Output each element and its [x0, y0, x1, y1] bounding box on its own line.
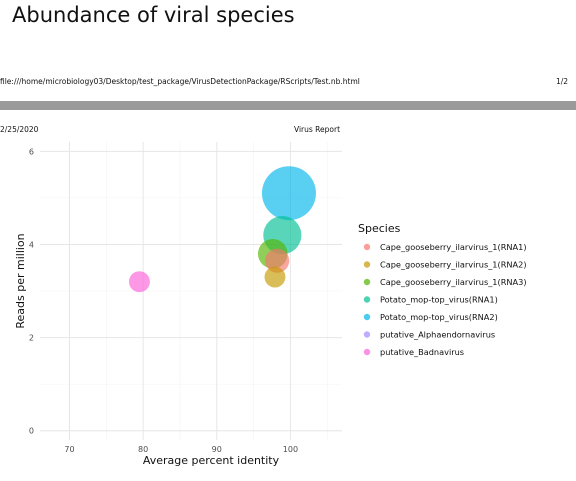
report-date: 2/25/2020 — [0, 125, 39, 134]
grid-lines — [40, 142, 342, 440]
page-title: Abundance of viral species — [12, 3, 295, 27]
report-name: Virus Report — [294, 125, 341, 134]
x-axis-label: Average percent identity — [143, 454, 280, 467]
legend-label: putative_Alphaendornavirus — [380, 330, 495, 340]
y-tick-label: 4 — [29, 240, 34, 249]
page-divider-bar — [0, 101, 576, 110]
y-tick-label: 6 — [29, 147, 34, 156]
legend-label: Potato_mop-top_virus(RNA1) — [380, 295, 498, 305]
legend-swatch — [363, 348, 371, 356]
legend-swatch — [363, 278, 371, 286]
data-point — [261, 166, 316, 221]
data-points — [128, 166, 316, 293]
data-point — [264, 266, 286, 288]
legend-title: Species — [358, 222, 401, 235]
legend: Species Cape_gooseberry_ilarvirus_1(RNA1)… — [358, 222, 527, 357]
x-tick-label: 100 — [283, 445, 298, 454]
x-tick-label: 70 — [64, 445, 74, 454]
y-tick-label: 2 — [29, 334, 34, 343]
legend-swatch — [363, 296, 371, 303]
file-path-header: file:///home/microbiology03/Desktop/test… — [0, 77, 360, 86]
data-point — [265, 248, 290, 273]
x-tick-label: 90 — [212, 445, 222, 454]
legend-label: putative_Badnavirus — [380, 347, 464, 357]
legend-swatch — [363, 261, 371, 268]
legend-label: Potato_mop-top_virus(RNA2) — [380, 312, 498, 322]
page-number: 1/2 — [556, 77, 569, 86]
y-axis-label: Reads per million — [14, 233, 27, 328]
legend-swatch — [363, 313, 371, 321]
x-tick-label: 80 — [138, 445, 148, 454]
data-point — [128, 271, 150, 293]
legend-label: Cape_gooseberry_ilarvirus_1(RNA2) — [380, 260, 527, 270]
axes: 70 80 90 100 0 2 4 6 Average percent identity Rea… — [14, 147, 298, 467]
legend-label: Cape_gooseberry_ilarvirus_1(RNA1) — [380, 242, 527, 252]
legend-swatch — [363, 331, 371, 338]
legend-swatch — [363, 243, 371, 251]
y-tick-label: 0 — [29, 427, 34, 436]
legend-label: Cape_gooseberry_ilarvirus_1(RNA3) — [380, 277, 527, 287]
